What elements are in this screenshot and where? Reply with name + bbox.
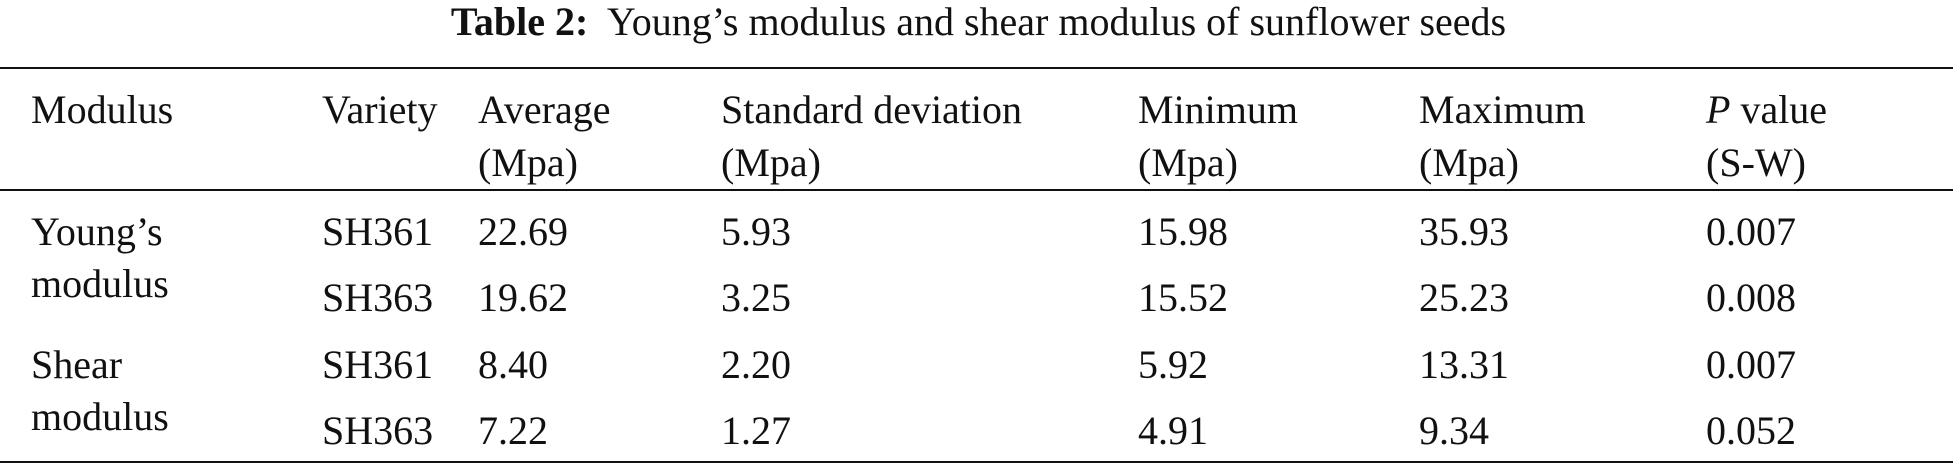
header-cell: Average: [478, 87, 611, 132]
table-cell: 5.92: [1138, 342, 1208, 387]
header-cell: (Mpa): [478, 140, 578, 185]
caption-label: Table 2:: [450, 0, 589, 44]
table-cell: 0.007: [1706, 209, 1796, 254]
table-cell: 3.25: [721, 275, 791, 320]
header-cell: Maximum: [1419, 87, 1586, 132]
header-rule: [0, 189, 1953, 191]
header-italic: P: [1706, 87, 1731, 132]
table-cell: 35.93: [1419, 209, 1509, 254]
header-cell: (Mpa): [1138, 140, 1238, 185]
table-cell: 15.98: [1138, 209, 1228, 254]
modulus-cell: Shear modulus: [31, 342, 169, 439]
table-cell: 13.31: [1419, 342, 1509, 387]
header-cell: Modulus: [31, 87, 174, 132]
table-cell: SH363: [322, 275, 434, 320]
table-cell: 25.23: [1419, 275, 1509, 320]
bottom-rule: [0, 461, 1953, 463]
header-cell: (Mpa): [1419, 140, 1519, 185]
header-cell: P value: [1706, 87, 1828, 132]
table-cell: SH363: [322, 408, 434, 453]
table-cell: 1.27: [721, 408, 791, 453]
header-cell: Standard deviation: [721, 87, 1023, 132]
table-cell: 15.52: [1138, 275, 1228, 320]
table-cell: SH361: [322, 342, 434, 387]
table-cell: 2.20: [721, 342, 791, 387]
table-cell: 7.22: [478, 408, 548, 453]
table-cell: 9.34: [1419, 408, 1489, 453]
table-cell: 4.91: [1138, 408, 1208, 453]
header-cell: (S-W): [1706, 140, 1806, 185]
top-rule: [0, 67, 1953, 69]
table-cell: 0.052: [1706, 408, 1796, 453]
table-caption: Table 2: Young’s modulus and shear modul…: [0, 0, 1957, 44]
table-cell: SH361: [322, 209, 434, 254]
table-cell: 19.62: [478, 275, 568, 320]
header-cell: Variety: [322, 87, 438, 132]
table-cell: 0.007: [1706, 342, 1796, 387]
table-cell: 22.69: [478, 209, 568, 254]
header-cell: Minimum: [1138, 87, 1299, 132]
table-cell: 0.008: [1706, 275, 1796, 320]
table-cell: 5.93: [721, 209, 791, 254]
modulus-cell: Young’s modulus: [31, 209, 169, 306]
table-cell: 8.40: [478, 342, 548, 387]
header-cell: (Mpa): [721, 140, 821, 185]
caption-text: Young’s modulus and shear modulus of sun…: [606, 0, 1507, 44]
